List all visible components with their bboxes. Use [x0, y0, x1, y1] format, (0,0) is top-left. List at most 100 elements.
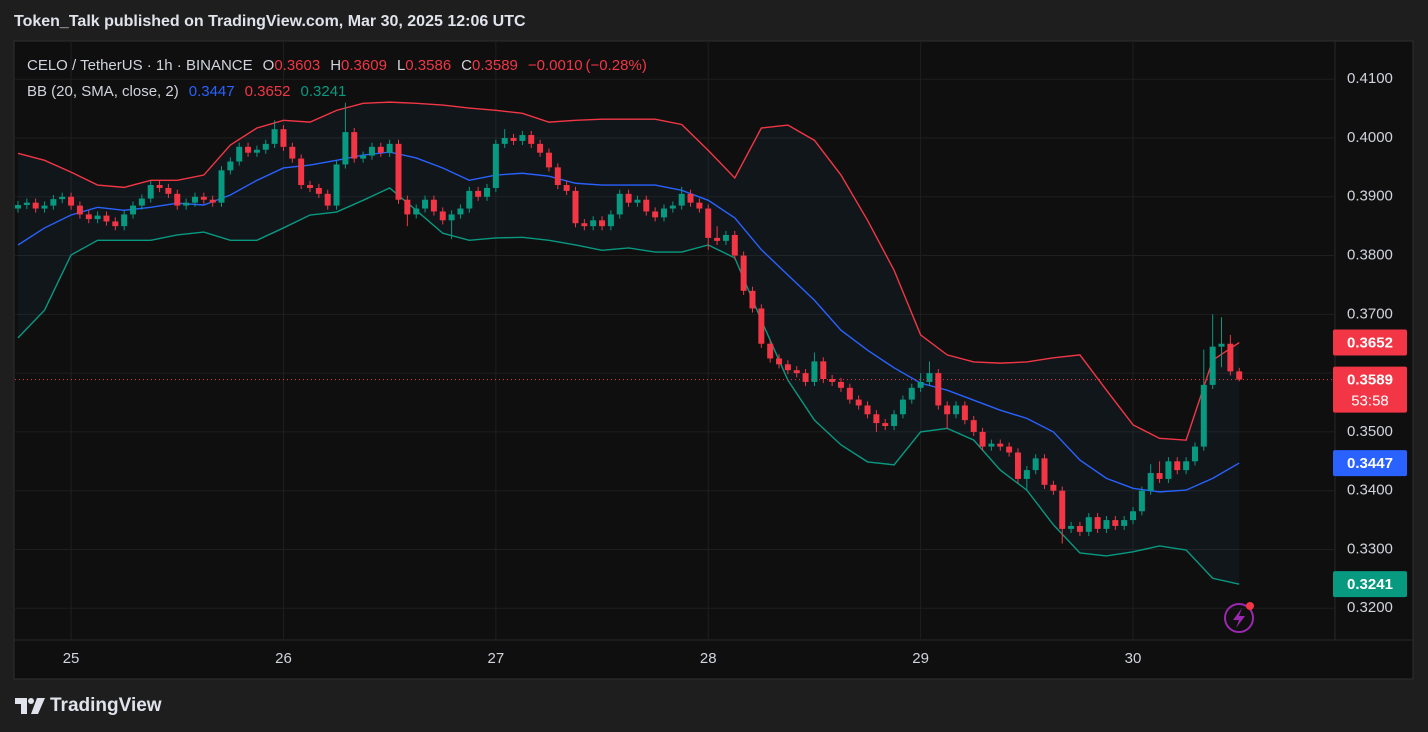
candle-body — [899, 399, 906, 415]
candle-body — [1050, 484, 1057, 491]
brand-logo — [15, 698, 45, 714]
candle-body — [156, 185, 163, 188]
y-tick-label: 0.4000 — [1347, 129, 1393, 146]
chart-frame — [13, 40, 1414, 680]
candle-body — [32, 202, 39, 209]
y-tick-label: 0.3800 — [1347, 247, 1393, 264]
candle-body — [873, 414, 880, 424]
candle-body — [740, 255, 747, 291]
candle-body — [519, 135, 526, 141]
candle-body — [121, 214, 128, 227]
ohlc-label: O — [262, 57, 275, 74]
icon-ring — [1224, 603, 1254, 633]
candle-body — [545, 152, 552, 168]
candle-body — [988, 443, 995, 447]
candle-body — [1236, 371, 1243, 380]
band-line — [17, 187, 1240, 585]
candle-body — [1138, 490, 1145, 512]
candle-body — [1014, 452, 1021, 479]
candle-body — [1147, 473, 1154, 491]
candle-body — [643, 199, 650, 212]
candle-body — [1121, 520, 1128, 526]
y-tick-label: 0.4100 — [1347, 70, 1393, 87]
brand: TradingView — [50, 695, 162, 716]
candle-body — [599, 220, 606, 227]
candle-body — [289, 146, 296, 159]
candle-body — [687, 193, 694, 203]
candle-body — [758, 308, 765, 344]
candle-body — [882, 423, 889, 427]
candle-body — [1059, 490, 1066, 529]
watermark-icon — [1224, 602, 1254, 633]
candle-body — [1103, 520, 1110, 529]
legend-row: CELO / TetherUS · 1h · BINANCE O 0.3603 H… — [27, 53, 647, 79]
candle-body — [1023, 470, 1030, 479]
middle-band-label-box — [1333, 450, 1407, 477]
candle-body — [802, 373, 809, 382]
candle-body — [660, 208, 667, 218]
candle-body — [891, 414, 898, 427]
y-tick-label: 0.3500 — [1347, 423, 1393, 440]
candle-body — [94, 215, 101, 220]
logo-mark — [31, 698, 45, 714]
candle-body — [200, 196, 207, 200]
candle-body — [767, 343, 774, 359]
legend: CELO / TetherUS · 1h · BINANCE O 0.3603 H… — [27, 53, 647, 105]
candle-body — [669, 205, 676, 209]
publisher: Token_Talk published on TradingView.com,… — [14, 13, 526, 30]
candle-body — [147, 185, 154, 199]
candle-body — [935, 373, 942, 406]
candle-body — [1165, 461, 1172, 479]
candle-body — [970, 420, 977, 432]
upper-band-label-box — [1333, 329, 1407, 356]
middle-band-label: 0.3447 — [1347, 455, 1393, 472]
change-percent: (−0.28%) — [585, 57, 647, 74]
candle-body — [1085, 517, 1092, 532]
indicator-value: 0.3652 — [244, 83, 291, 100]
candle-body — [953, 405, 960, 415]
ohlc-label: C — [461, 57, 473, 74]
candle-body — [130, 205, 137, 215]
candle-body — [307, 185, 314, 188]
candle-body — [457, 208, 464, 215]
candle-body — [360, 155, 367, 159]
candle-body — [324, 193, 331, 206]
candle-body — [483, 187, 490, 197]
logo-mark — [28, 698, 34, 704]
y-tick-label: 0.3200 — [1347, 599, 1393, 616]
candle-body — [1112, 520, 1119, 526]
x-tick-label: 29 — [912, 650, 929, 667]
candle-body — [528, 135, 535, 144]
candle-body — [174, 193, 181, 206]
candle-body — [23, 202, 30, 206]
candle-body — [811, 361, 818, 382]
candle-body — [1191, 446, 1198, 462]
candle-body — [1209, 346, 1216, 385]
candle-body — [1076, 525, 1083, 532]
candle-body — [103, 215, 110, 222]
candle-body — [1174, 461, 1181, 471]
candle-body — [829, 379, 836, 382]
candle-body — [678, 193, 685, 206]
icon-bolt — [1233, 608, 1245, 628]
candle-body — [1006, 446, 1013, 453]
candle-body — [855, 399, 862, 406]
candle-body — [333, 164, 340, 206]
candle-body — [68, 196, 75, 206]
indicator-value: 0.3241 — [300, 83, 347, 100]
candle-body — [1068, 525, 1075, 529]
band-line — [17, 101, 1240, 441]
candle-body — [386, 143, 393, 153]
upper-band-label: 0.3652 — [1347, 335, 1393, 352]
candle-body — [112, 221, 119, 227]
indicator-value: 0.3447 — [188, 83, 235, 100]
candle-body — [1183, 461, 1190, 471]
candle-body — [563, 185, 570, 191]
candle-body — [41, 205, 48, 209]
candle-body — [1227, 343, 1234, 372]
plot: 0.32000.33000.34000.35000.36000.37000.38… — [14, 41, 1407, 667]
candle-body — [554, 167, 561, 186]
candle-body — [776, 358, 783, 365]
candle-body — [926, 373, 933, 382]
